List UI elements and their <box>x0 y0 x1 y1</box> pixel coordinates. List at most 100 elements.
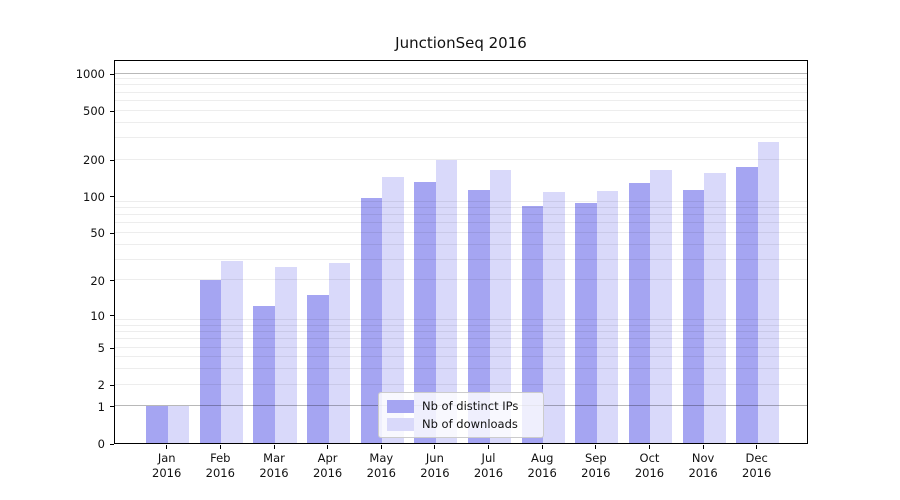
gridline-7 <box>115 331 807 333</box>
x-tick-label-jul: Jul 2016 <box>473 451 504 480</box>
bar-distinct-ips-jun <box>414 181 436 443</box>
plot-area <box>114 60 808 444</box>
x-tick-label-jan: Jan 2016 <box>152 451 182 480</box>
gridline-300 <box>115 136 807 138</box>
gridline-8 <box>115 324 807 326</box>
gridline-50 <box>115 231 807 233</box>
y-tick-label-200: 200 <box>83 153 105 167</box>
x-tick-jan <box>166 445 168 449</box>
bar-distinct-ips-apr <box>307 294 329 443</box>
x-tick-dec <box>756 445 758 449</box>
bar-distinct-ips-sep <box>575 203 597 443</box>
gridline-800 <box>115 84 807 86</box>
bar-downloads-feb <box>221 260 243 443</box>
gridline-40 <box>115 243 807 245</box>
gridline-90 <box>115 200 807 202</box>
bar-downloads-dec <box>757 142 780 443</box>
y-tick-2 <box>110 384 114 386</box>
bar-distinct-ips-nov <box>682 189 705 443</box>
x-tick-apr <box>327 445 329 449</box>
y-tick-500 <box>110 110 114 112</box>
bar-downloads-nov <box>704 173 726 443</box>
y-tick-label-100: 100 <box>83 189 105 204</box>
gridline-20 <box>115 279 807 281</box>
x-tick-jun <box>434 445 436 449</box>
y-tick-0 <box>110 443 114 445</box>
y-tick-50 <box>110 232 114 234</box>
bar-downloads-jul <box>489 170 512 443</box>
y-tick-label-10: 10 <box>90 308 105 323</box>
y-tick-label-50: 50 <box>90 226 105 241</box>
legend-label-downloads: Nb of downloads <box>422 417 518 431</box>
bar-distinct-ips-mar <box>253 305 275 443</box>
x-tick-label-oct: Oct 2016 <box>634 451 665 480</box>
x-tick-label-mar: Mar 2016 <box>259 451 289 480</box>
legend-swatch-distinct-ips-icon <box>387 399 414 413</box>
y-tick-label-20: 20 <box>90 273 105 288</box>
x-tick-label-sep: Sep 2016 <box>581 451 611 480</box>
y-tick-1000 <box>110 73 114 75</box>
bar-distinct-ips-aug <box>521 205 544 443</box>
bar-downloads-aug <box>543 191 565 443</box>
y-tick-20 <box>110 280 114 282</box>
gridline-9 <box>115 319 807 321</box>
y-tick-10 <box>110 315 114 317</box>
y-tick-1 <box>110 406 114 408</box>
x-tick-label-may: May 2016 <box>366 451 396 480</box>
gridline-80 <box>115 207 807 209</box>
x-tick-label-feb: Feb 2016 <box>205 451 235 480</box>
legend-label-distinct-ips: Nb of distinct IPs <box>422 399 519 413</box>
legend-item-downloads: Nb of downloads <box>387 417 534 431</box>
bar-distinct-ips-oct <box>628 183 651 443</box>
gridline-200 <box>115 158 807 160</box>
y-tick-label-0: 0 <box>97 437 105 451</box>
gridline-500 <box>115 109 807 111</box>
gridline-600 <box>115 99 807 101</box>
x-tick-may <box>380 445 382 449</box>
gridline-400 <box>115 121 807 123</box>
gridline-2 <box>115 383 807 385</box>
x-tick-feb <box>219 445 221 449</box>
x-tick-oct <box>649 445 650 449</box>
x-tick-label-apr: Apr 2016 <box>312 451 343 480</box>
x-tick-label-aug: Aug 2016 <box>527 451 557 480</box>
bar-distinct-ips-dec <box>736 167 758 443</box>
bar-downloads-jun <box>435 160 458 443</box>
bar-downloads-jan <box>167 405 190 443</box>
legend-item-distinct-ips: Nb of distinct IPs <box>387 399 534 413</box>
bar-distinct-ips-may <box>360 197 383 443</box>
gridline-4 <box>115 356 807 358</box>
x-tick-nov <box>702 445 704 449</box>
bar-downloads-oct <box>650 169 673 443</box>
x-tick-label-nov: Nov 2016 <box>688 451 718 480</box>
gridline-1000 <box>115 72 807 74</box>
gridline-900 <box>115 78 807 80</box>
x-tick-sep <box>595 445 597 449</box>
gridline-30 <box>115 258 807 260</box>
bar-downloads-sep <box>596 190 619 443</box>
x-tick-mar <box>273 445 275 449</box>
legend: Nb of distinct IPs Nb of downloads <box>378 392 544 438</box>
gridline-70 <box>115 214 807 216</box>
gridline-5 <box>115 346 807 348</box>
y-tick-label-2: 2 <box>97 378 105 393</box>
bar-downloads-mar <box>274 266 297 443</box>
x-tick-aug <box>541 445 543 449</box>
gridline-700 <box>115 91 807 93</box>
x-tick-jul <box>488 445 489 449</box>
y-tick-label-1000: 1000 <box>75 67 105 81</box>
y-tick-200 <box>110 159 114 161</box>
bar-distinct-ips-feb <box>199 279 222 443</box>
gridline-3 <box>115 368 807 370</box>
legend-swatch-downloads-icon <box>387 417 414 431</box>
bar-distinct-ips-jul <box>467 189 490 443</box>
bar-distinct-ips-jan <box>146 405 168 443</box>
x-tick-label-dec: Dec 2016 <box>742 451 772 480</box>
y-tick-5 <box>110 347 114 349</box>
y-tick-label-5: 5 <box>97 341 105 355</box>
x-tick-label-jun: Jun 2016 <box>420 451 450 480</box>
y-tick-label-1: 1 <box>97 399 105 414</box>
y-tick-label-500: 500 <box>83 104 105 119</box>
gridline-60 <box>115 222 807 224</box>
